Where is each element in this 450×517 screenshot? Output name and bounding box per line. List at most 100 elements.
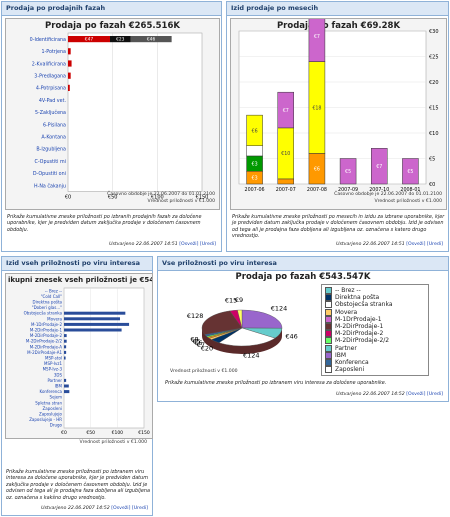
legend-swatch (325, 366, 332, 374)
source-label: "Cold Call" (41, 294, 62, 299)
source-label: Obstojecša stranka (24, 311, 63, 316)
stack-segment (277, 178, 294, 185)
panel-by-lead-source: Izid vseh priložnosti po viru interesa i… (1, 256, 153, 516)
source-bar (64, 311, 126, 315)
refresh-link[interactable]: [Osveži] (179, 242, 199, 247)
x-tick-label: €100 (151, 195, 164, 201)
stage-label: 4-Potrpisana (36, 86, 66, 92)
legend-item: Direktna pošta (325, 294, 425, 302)
slice-value-label: €124 (271, 304, 288, 312)
panel-footer: Ustvarjeno 22.06.2007 14:51 [Osveži] [Ur… (109, 242, 216, 247)
legend-swatch (325, 358, 332, 366)
source-label: IBM (55, 384, 63, 389)
legend-swatch (325, 337, 332, 345)
pie-legend: -- Brez -- Direktna pošta Obstojecša stran… (321, 284, 429, 377)
refresh-link[interactable]: [Osveži] (111, 506, 131, 511)
pie-slice (241, 309, 283, 329)
x-tick-label: 2007-07 (276, 187, 296, 193)
x-tick-label: €150 (196, 195, 209, 201)
stage-label: D-Opustiti oni (33, 171, 66, 177)
panel-header: Izid prodaje po mesecih (227, 2, 448, 16)
segment-value-label: €3 (252, 161, 258, 167)
legend-label: -- Brez -- (335, 287, 361, 295)
plot-area (67, 32, 203, 192)
period-note: Časovno obdobje je 22.06.2007 do 01.01.2… (334, 192, 442, 197)
edit-link[interactable]: [Uredi] (131, 506, 148, 511)
legend-swatch (325, 294, 332, 302)
slice-value-label: €124 (243, 352, 260, 360)
lead-source-bar-chart: €0 €50 €100 €150 -- Brez --"Cold Call"Direkt… (24, 287, 150, 436)
x-tick-label: €50 (108, 195, 118, 201)
x-tick-label: €0 (61, 430, 67, 436)
slice-value-label: €7 (197, 341, 205, 349)
legend-swatch (325, 301, 332, 309)
source-label: Zaposlujejo - HR (29, 417, 62, 422)
source-label: Sejem (50, 395, 63, 400)
source-bar (64, 378, 67, 382)
value-unit-note: Vrednost priložnosti v €1.000 (170, 369, 238, 374)
pie-slice (201, 310, 243, 335)
stage-label: 2-Kvalificirana (32, 61, 66, 67)
panel-header: Izid vseh priložnosti po viru interesa (2, 257, 152, 271)
created-timestamp: Ustvarjeno 22.06.2007 14:51 (336, 242, 405, 247)
source-bar (64, 328, 122, 332)
y-tick-label: €30 (429, 29, 439, 35)
pie-slice (237, 309, 243, 329)
created-timestamp: Ustvarjeno 22.06.2007 14:52 (336, 392, 405, 397)
refresh-link[interactable]: [Osveži] (406, 392, 426, 397)
source-bar (64, 390, 70, 394)
legend-label: Movera (335, 308, 358, 316)
chart-area: Prodaja po fazah €265.516K €0 €50 €100 €150… (5, 18, 220, 210)
created-timestamp: Ustvarjeno 22.06.2007 14:51 (109, 242, 178, 247)
stage-bar (68, 72, 71, 79)
stage-label: 3-Predlagana (34, 74, 66, 80)
segment-value-label: €7 (376, 164, 382, 170)
refresh-link[interactable]: [Osveži] (406, 242, 426, 247)
source-label: Direktna pošta (33, 300, 63, 305)
chart-title: Prodaja po fazah €69.28K (276, 21, 401, 31)
legend-item: IBM (325, 351, 425, 359)
segment-value-label: €6 (314, 167, 320, 173)
slice-value-label: €8 (190, 335, 198, 343)
stack-segment (246, 145, 263, 157)
x-tick-label: €50 (86, 430, 95, 436)
legend-label: Zaposleni (335, 366, 365, 374)
legend-item: Movera (325, 308, 425, 316)
legend-swatch (325, 351, 332, 359)
legend-swatch (325, 330, 332, 338)
edit-link[interactable]: [Uredi] (426, 242, 443, 247)
source-bar (64, 345, 67, 349)
edit-link[interactable]: [Uredi] (199, 242, 216, 247)
x-tick-label: €150 (138, 430, 150, 436)
legend-item: M-2DirProdaje-2 (325, 330, 425, 338)
stack-segment (339, 158, 357, 185)
legend-item: M-2DirProdaje-1 (325, 323, 425, 331)
source-bar (64, 339, 67, 343)
source-label: Movera (47, 316, 62, 321)
legend-label: IBM (335, 351, 347, 359)
slice-value-label: €20 (201, 345, 213, 353)
slice-value-label: €6 (194, 339, 202, 347)
panel-monthly-outcome: Izid prodaje po mesecih Prodaja po fazah… (226, 1, 449, 252)
legend-label: M-2DirProdaje-2 (335, 330, 384, 338)
value-unit-note: Vrednost priložnosti v €1.000 (79, 440, 147, 445)
stage-label: C-Opustiti mi (34, 159, 66, 165)
legend-item: -- Brez -- (325, 287, 425, 295)
x-tick-label: 2007-08 (307, 187, 327, 193)
source-label: Zaposleni (43, 406, 62, 411)
source-label: MSP-Ivz-3 (43, 367, 63, 372)
legend-swatch (325, 323, 332, 331)
segment-value-label: €5 (407, 169, 413, 175)
source-bar (64, 334, 67, 338)
source-label: M-2DirProdaje-2/2 (26, 339, 63, 344)
edit-link[interactable]: [Uredi] (426, 392, 443, 397)
panel-footer: Ustvarjeno 22.06.2007 14:51 [Osveži] [Ur… (336, 242, 443, 247)
chart-area: Prodaja po fazah €69.28K €0 €5 €10 €15 €20 €2… (230, 18, 447, 210)
panel-all-by-source: Vse priložnosti po viru interesa Prodaja… (157, 256, 449, 402)
source-label: M-2DirProdaje-1 (30, 328, 63, 333)
stage-bar (130, 36, 172, 43)
stage-label: 1-Potrjena (41, 49, 66, 55)
legend-item: M-1DrProdaje-1 (325, 315, 425, 323)
legend-item: Partner (325, 344, 425, 352)
stage-bar (68, 48, 71, 55)
